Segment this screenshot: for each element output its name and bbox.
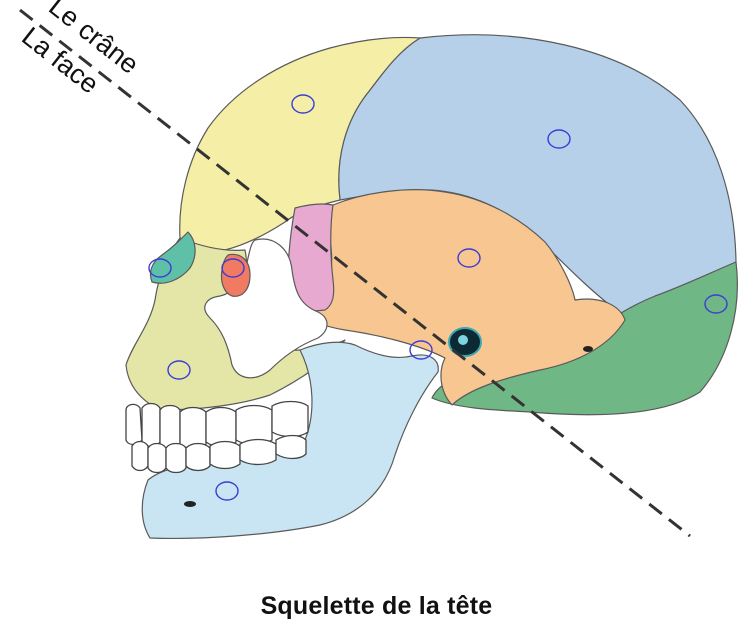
figure-caption: Squelette de la tête (260, 592, 493, 620)
tooth (239, 438, 277, 466)
tooth (235, 404, 273, 446)
marker-mandible (215, 481, 239, 501)
marker-zygomatic-arch (409, 340, 433, 360)
mastoid-hole (583, 346, 593, 352)
ear-canal-highlight (458, 335, 468, 345)
marker-parietal (547, 129, 571, 149)
tooth (141, 402, 161, 448)
nasal-bone (149, 231, 196, 284)
marker-maxilla (167, 360, 191, 380)
tooth (165, 442, 187, 474)
tooth (185, 442, 211, 472)
tooth (271, 400, 309, 438)
tooth (131, 440, 149, 472)
marker-temporal (457, 248, 481, 268)
tooth (159, 404, 181, 450)
marker-lacrimal (221, 258, 245, 278)
tooth (205, 406, 237, 448)
tooth (125, 403, 143, 446)
divider-line (19, 8, 691, 538)
tooth (209, 440, 241, 470)
bone-markers (148, 94, 728, 501)
lower-teeth (131, 434, 307, 474)
tooth (275, 434, 307, 460)
marker-nasal (148, 258, 172, 278)
tooth (147, 442, 167, 474)
marker-frontal (291, 94, 315, 114)
marker-occipital (704, 294, 728, 314)
mental-foramen (184, 501, 196, 507)
tooth (179, 406, 207, 450)
